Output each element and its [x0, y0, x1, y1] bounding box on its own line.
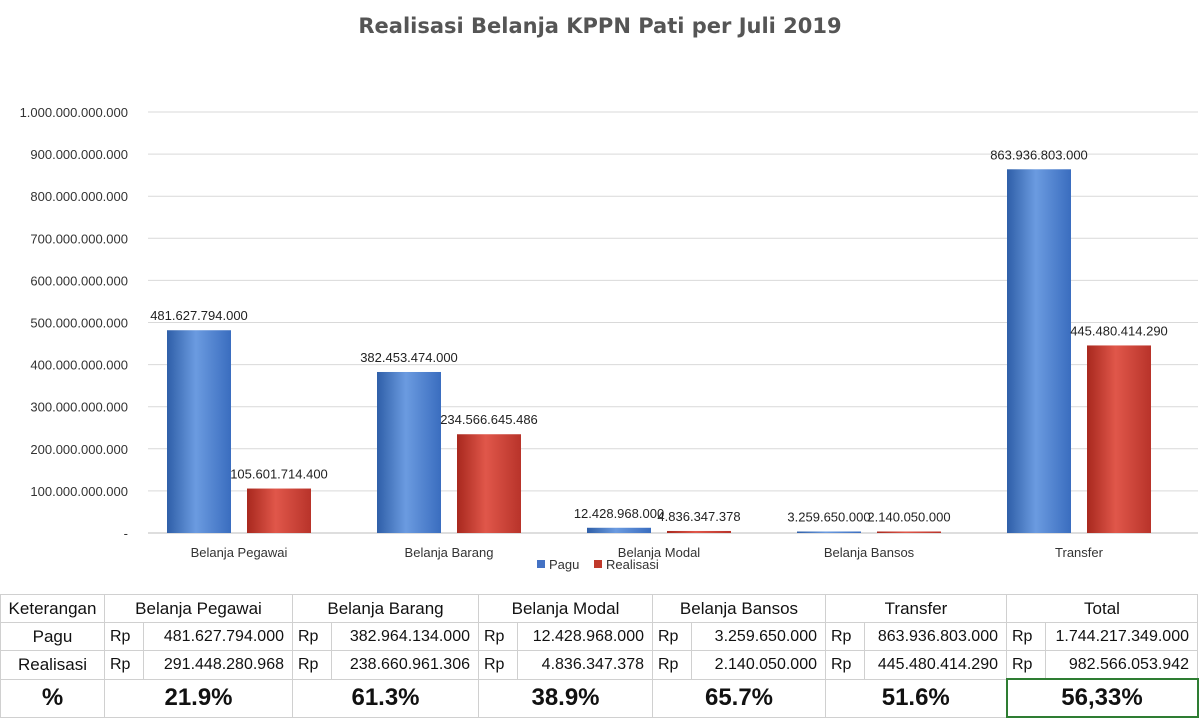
- data-label: 3.259.650.000: [787, 510, 870, 525]
- header-belanja-bansos: Belanja Bansos: [652, 594, 826, 623]
- x-category-label: Belanja Modal: [618, 545, 700, 560]
- header-transfer: Transfer: [825, 594, 1007, 623]
- x-category-label: Belanja Bansos: [824, 545, 915, 560]
- currency-cell: Rp: [478, 650, 518, 680]
- pagu-belanja-barang: 382.964.134.000: [331, 622, 479, 651]
- percent-belanja-pegawai: 21.9%: [104, 678, 293, 718]
- data-label: 2.140.050.000: [867, 510, 950, 525]
- legend-label-realisasi: Realisasi: [606, 557, 659, 572]
- table-row-percent: % 21.9% 61.3% 38.9% 65.7% 51.6% 56,33%: [0, 678, 1199, 718]
- y-tick-label: 100.000.000.000: [30, 484, 128, 499]
- data-label: 105.601.714.400: [230, 467, 328, 482]
- bar-chart: - 100.000.000.000 200.000.000.000 300.000.0…: [20, 105, 1198, 572]
- header-keterangan: Keterangan: [0, 594, 105, 623]
- chart-title: Realisasi Belanja KPPN Pati per Juli 201…: [358, 14, 842, 38]
- data-label: 481.627.794.000: [150, 308, 248, 323]
- bar-pagu-belanja-bansos[interactable]: [797, 531, 861, 534]
- percent-label: %: [0, 678, 105, 718]
- y-tick-label: 200.000.000.000: [30, 442, 128, 457]
- bar-pagu-belanja-pegawai[interactable]: [167, 330, 231, 533]
- currency-cell: Rp: [825, 622, 865, 651]
- data-label: 863.936.803.000: [990, 147, 1088, 162]
- y-tick-label: 400.000.000.000: [30, 358, 128, 373]
- summary-table: Keterangan Belanja Pegawai Belanja Baran…: [0, 594, 1199, 718]
- bar-realisasi-belanja-modal[interactable]: [667, 530, 731, 533]
- realisasi-total: 982.566.053.942: [1045, 650, 1198, 680]
- bar-realisasi-belanja-pegawai[interactable]: [247, 488, 311, 533]
- realisasi-belanja-bansos: 2.140.050.000: [691, 650, 826, 680]
- currency-cell: Rp: [652, 622, 692, 651]
- realisasi-transfer: 445.480.414.290: [864, 650, 1007, 680]
- currency-cell: Rp: [104, 650, 144, 680]
- y-tick-label: 800.000.000.000: [30, 189, 128, 204]
- percent-belanja-bansos: 65.7%: [652, 678, 826, 718]
- row-label: Pagu: [0, 622, 105, 651]
- header-belanja-barang: Belanja Barang: [292, 594, 479, 623]
- data-label: 4.836.347.378: [657, 509, 740, 524]
- realisasi-belanja-barang: 238.660.961.306: [331, 650, 479, 680]
- pagu-belanja-bansos: 3.259.650.000: [691, 622, 826, 651]
- y-tick-label: 1.000.000.000.000: [20, 105, 128, 120]
- header-belanja-modal: Belanja Modal: [478, 594, 653, 623]
- percent-belanja-barang: 61.3%: [292, 678, 479, 718]
- bar-pagu-belanja-modal[interactable]: [587, 527, 651, 533]
- bar-realisasi-belanja-bansos[interactable]: [877, 531, 941, 534]
- legend-swatch-realisasi: [594, 560, 602, 568]
- data-label: 445.480.414.290: [1070, 323, 1168, 338]
- bar-pagu-belanja-barang[interactable]: [377, 371, 441, 533]
- header-total: Total: [1006, 594, 1198, 623]
- x-category-label: Transfer: [1055, 545, 1104, 560]
- percent-total[interactable]: 56,33%: [1005, 678, 1199, 718]
- legend-label-pagu: Pagu: [549, 557, 579, 572]
- percent-belanja-modal: 38.9%: [478, 678, 653, 718]
- pagu-total: 1.744.217.349.000: [1045, 622, 1198, 651]
- currency-cell: Rp: [825, 650, 865, 680]
- pagu-belanja-pegawai: 481.627.794.000: [143, 622, 293, 651]
- currency-cell: Rp: [292, 650, 332, 680]
- y-tick-label: 700.000.000.000: [30, 231, 128, 246]
- currency-cell: Rp: [104, 622, 144, 651]
- row-label: Realisasi: [0, 650, 105, 680]
- realisasi-belanja-modal: 4.836.347.378: [517, 650, 653, 680]
- x-category-label: Belanja Barang: [405, 545, 494, 560]
- header-belanja-pegawai: Belanja Pegawai: [104, 594, 293, 623]
- x-category-label: Belanja Pegawai: [191, 545, 288, 560]
- data-label: 12.428.968.000: [574, 506, 664, 521]
- y-tick-label: 300.000.000.000: [30, 400, 128, 415]
- y-tick-label: 500.000.000.000: [30, 316, 128, 331]
- currency-cell: Rp: [652, 650, 692, 680]
- pagu-belanja-modal: 12.428.968.000: [517, 622, 653, 651]
- pagu-transfer: 863.936.803.000: [864, 622, 1007, 651]
- bar-pagu-transfer[interactable]: [1007, 169, 1071, 534]
- y-tick-label: -: [124, 526, 128, 541]
- table-row-pagu: Pagu Rp 481.627.794.000 Rp 382.964.134.0…: [0, 622, 1198, 651]
- bar-realisasi-belanja-barang[interactable]: [457, 434, 521, 533]
- legend-swatch-pagu: [537, 560, 545, 568]
- data-label: 382.453.474.000: [360, 350, 458, 365]
- table-header-row: Keterangan Belanja Pegawai Belanja Baran…: [0, 594, 1198, 623]
- currency-cell: Rp: [478, 622, 518, 651]
- y-tick-label: 600.000.000.000: [30, 273, 128, 288]
- y-tick-label: 900.000.000.000: [30, 147, 128, 162]
- currency-cell: Rp: [1006, 650, 1046, 680]
- currency-cell: Rp: [1006, 622, 1046, 651]
- currency-cell: Rp: [292, 622, 332, 651]
- percent-transfer: 51.6%: [825, 678, 1007, 718]
- data-label: 234.566.645.486: [440, 412, 538, 427]
- bar-realisasi-transfer[interactable]: [1087, 345, 1151, 533]
- table-row-realisasi: Realisasi Rp 291.448.280.968 Rp 238.660.…: [0, 650, 1198, 680]
- realisasi-belanja-pegawai: 291.448.280.968: [143, 650, 293, 680]
